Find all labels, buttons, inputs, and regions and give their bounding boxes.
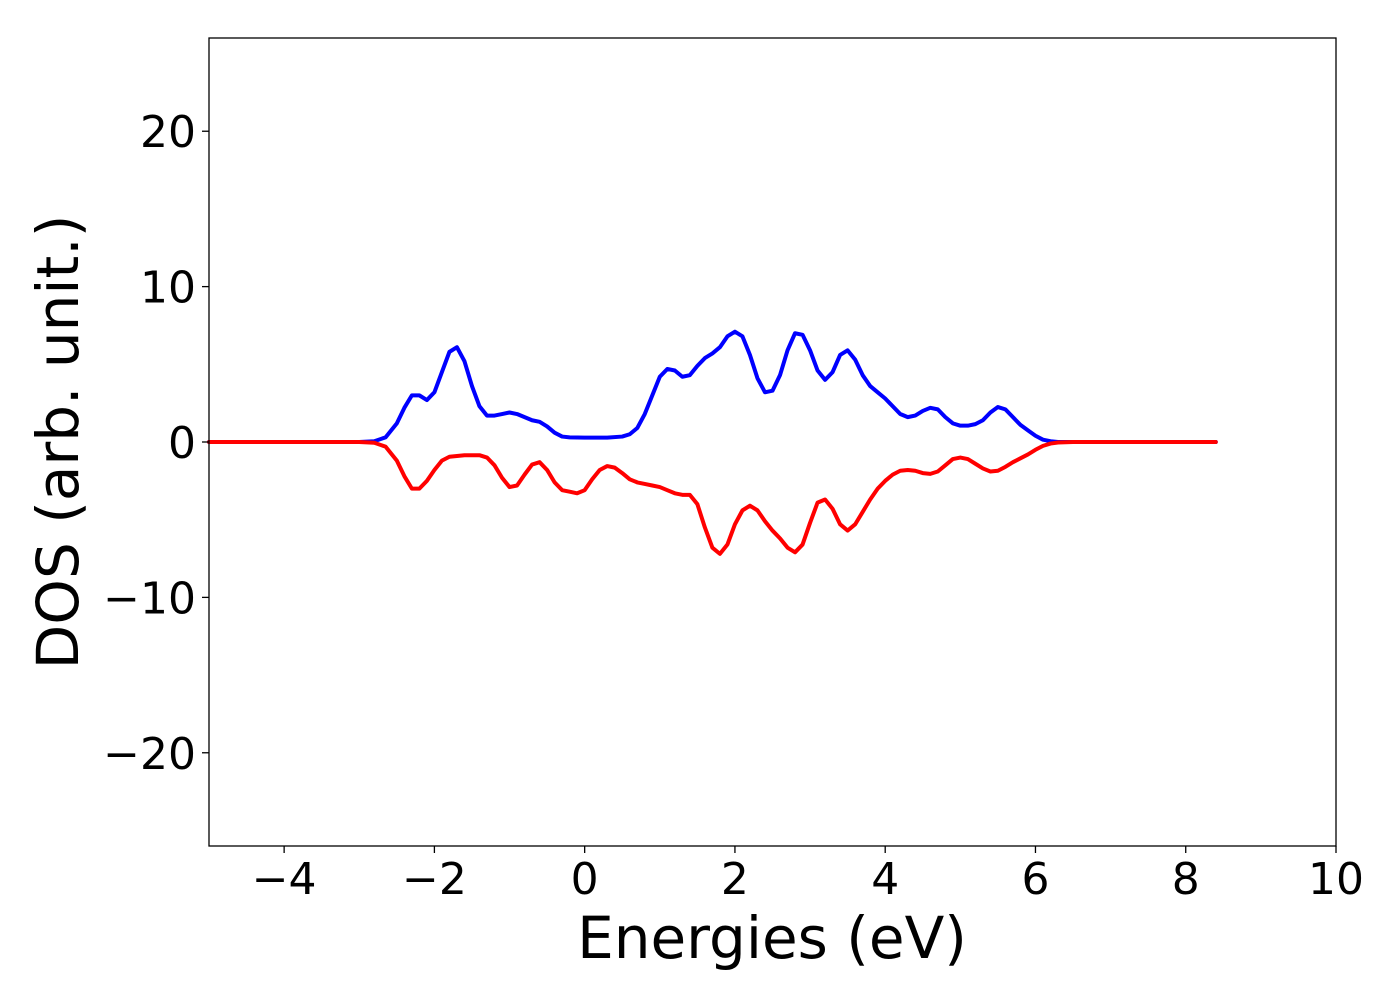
- series-line-red: [207, 440, 1218, 556]
- y-axis: −20 −10 0 10 20: [103, 107, 209, 780]
- x-tick-label: 10: [1308, 854, 1364, 905]
- y-tick-label: −20: [103, 729, 196, 780]
- y-tick-label: −10: [103, 573, 196, 624]
- x-tick-label: −2: [402, 854, 467, 905]
- x-tick-label: −4: [252, 854, 317, 905]
- x-tick-label: 4: [871, 854, 899, 905]
- x-tick-label: 6: [1021, 854, 1049, 905]
- y-tick-label: 0: [168, 418, 196, 469]
- y-tick-label: 20: [140, 107, 196, 158]
- series-line-blue: [207, 329, 1218, 444]
- x-tick-label: 8: [1172, 854, 1200, 905]
- y-axis-label: DOS (arb. unit.): [24, 215, 92, 670]
- x-tick-label: 2: [721, 854, 749, 905]
- series-layer: [207, 329, 1218, 556]
- x-axis: −4 −2 0 2 4 6 8 10: [252, 846, 1364, 905]
- x-axis-label: Energies (eV): [577, 904, 967, 972]
- x-tick-label: 0: [571, 854, 599, 905]
- y-tick-label: 10: [140, 263, 196, 314]
